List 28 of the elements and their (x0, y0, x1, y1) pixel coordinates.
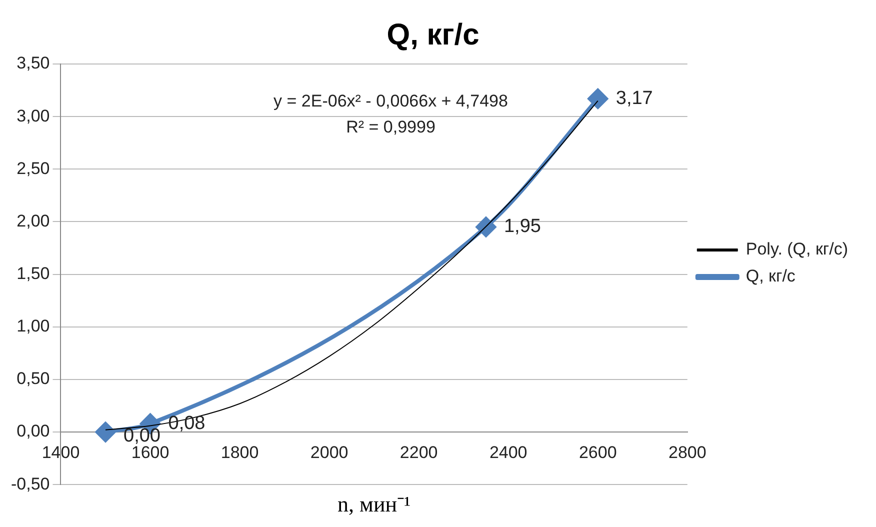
y-tick-label: 3,50 (16, 54, 50, 73)
y-tick-label: 1,00 (16, 316, 50, 336)
y-tick-label: 2,50 (16, 158, 50, 178)
point (588, 88, 608, 109)
x-tick-label: 1400 (42, 442, 80, 462)
data-label: 3,17 (616, 88, 653, 109)
x-tick-label: 2800 (668, 442, 706, 462)
x-tick-label: 2600 (578, 442, 617, 462)
point (96, 422, 116, 442)
x-tick-label: 1800 (220, 442, 259, 462)
x-tick-label: 2000 (310, 442, 348, 462)
y-tick-label: 0,50 (16, 369, 50, 388)
point (476, 216, 496, 237)
annotation: R² = 0,9999 (346, 118, 436, 137)
annotation: y = 2E-06x² - 0,0066x + 4,7498 (274, 92, 508, 111)
x-tick-label: 2400 (489, 442, 528, 462)
legend-label: Poly. (Q, кг/с) (746, 240, 848, 259)
y-tick-label: 1,50 (16, 264, 50, 283)
y-tick-label: 0,00 (16, 422, 50, 441)
x-tick-label: 2200 (400, 442, 438, 462)
y-tick-label: 3,00 (16, 106, 50, 126)
y-tick-label: -0,50 (11, 474, 50, 494)
y-tick-label: 2,00 (16, 211, 50, 230)
data-label: 1,95 (504, 216, 541, 238)
chart-title: Q, кг/с (386, 18, 480, 52)
legend-label: Q, кг/с (746, 266, 796, 286)
x-axis-title: n, мин⁻¹ (338, 492, 411, 517)
data-label: 0,08 (168, 412, 206, 434)
